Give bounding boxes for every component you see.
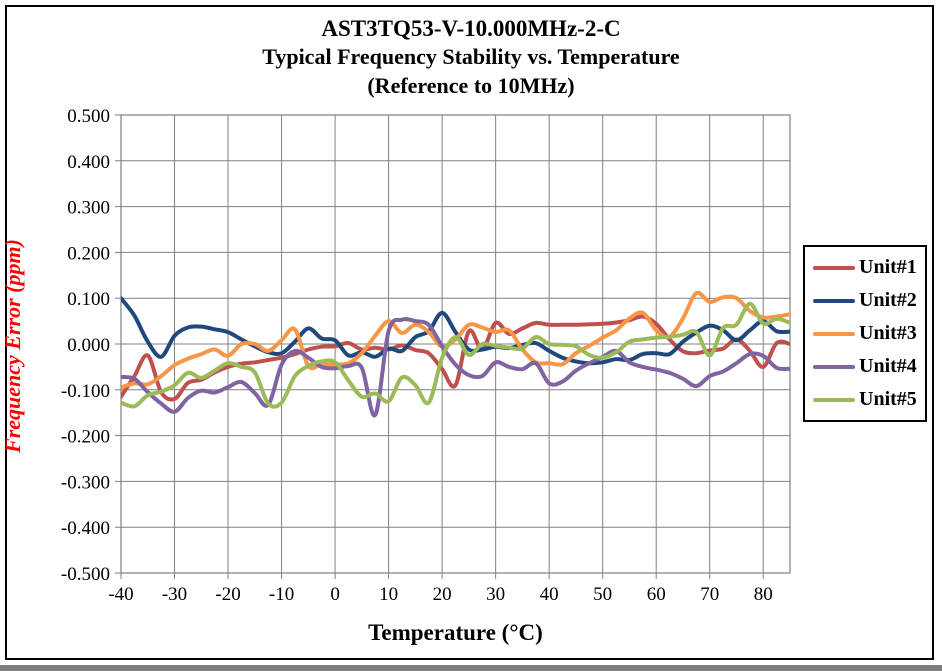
x-tick-label: 60	[647, 584, 666, 605]
chart-title-line2: Typical Frequency Stability vs. Temperat…	[262, 44, 680, 70]
x-tick-label: 80	[754, 584, 773, 605]
series-line-unit2	[121, 296, 790, 366]
legend-item-unit3: Unit#3	[813, 322, 925, 345]
x-tick-label: 70	[700, 584, 719, 605]
chart-title-line1: AST3TQ53-V-10.000MHz-2-C	[321, 16, 621, 41]
y-tick-label: -0.100	[61, 381, 110, 402]
y-axis-title: Frequency Error (ppm)	[0, 239, 25, 453]
y-tick-label: -0.500	[61, 564, 110, 585]
legend-item-unit1: Unit#1	[813, 256, 925, 279]
legend-label: Unit#1	[859, 256, 917, 278]
y-tick-label: -0.200	[61, 427, 110, 448]
x-tick-label: -30	[162, 584, 187, 605]
legend-item-unit2: Unit#2	[813, 289, 925, 312]
x-tick-label: 0	[330, 584, 340, 605]
legend-item-unit5: Unit#5	[813, 388, 925, 411]
y-tick-label: 0.400	[67, 152, 110, 173]
y-tick-label: 0.500	[67, 106, 110, 127]
legend-label: Unit#3	[859, 322, 917, 344]
legend-line-sample	[813, 364, 855, 369]
chart-title: AST3TQ53-V-10.000MHz-2-C Typical Frequen…	[0, 14, 942, 100]
x-tick-label: -10	[269, 584, 294, 605]
y-tick-label: 0.100	[67, 289, 110, 310]
x-tick-label: 30	[486, 584, 505, 605]
x-tick-label: 50	[593, 584, 612, 605]
y-tick-label: -0.300	[61, 472, 110, 493]
y-tick-label: 0.300	[67, 198, 110, 219]
window-bottom-strip	[0, 665, 942, 671]
legend: Unit#1 Unit#2 Unit#3 Unit#4 Unit#5	[803, 245, 927, 422]
x-axis-title: Temperature (°C)	[368, 620, 543, 645]
legend-label: Unit#5	[859, 388, 917, 410]
series-line-unit1	[121, 314, 790, 402]
legend-line-sample	[813, 298, 855, 303]
legend-label: Unit#4	[859, 355, 917, 377]
y-tick-label: -0.400	[61, 518, 110, 539]
legend-line-sample	[813, 397, 855, 402]
y-tick-label: 0.000	[67, 335, 110, 356]
x-tick-label: 20	[433, 584, 452, 605]
x-tick-label: -20	[215, 584, 240, 605]
series-line-unit5	[121, 301, 790, 409]
y-tick-label: 0.200	[67, 243, 110, 264]
x-tick-label: -40	[108, 584, 133, 605]
series-line-unit4	[121, 317, 790, 418]
x-tick-label: 40	[540, 584, 559, 605]
series-line-unit3	[121, 290, 790, 390]
x-tick-label: 10	[379, 584, 398, 605]
legend-line-sample	[813, 265, 855, 270]
legend-line-sample	[813, 331, 855, 336]
chart-title-line3: (Reference to 10MHz)	[367, 72, 575, 98]
legend-item-unit4: Unit#4	[813, 355, 925, 378]
legend-label: Unit#2	[859, 289, 917, 311]
